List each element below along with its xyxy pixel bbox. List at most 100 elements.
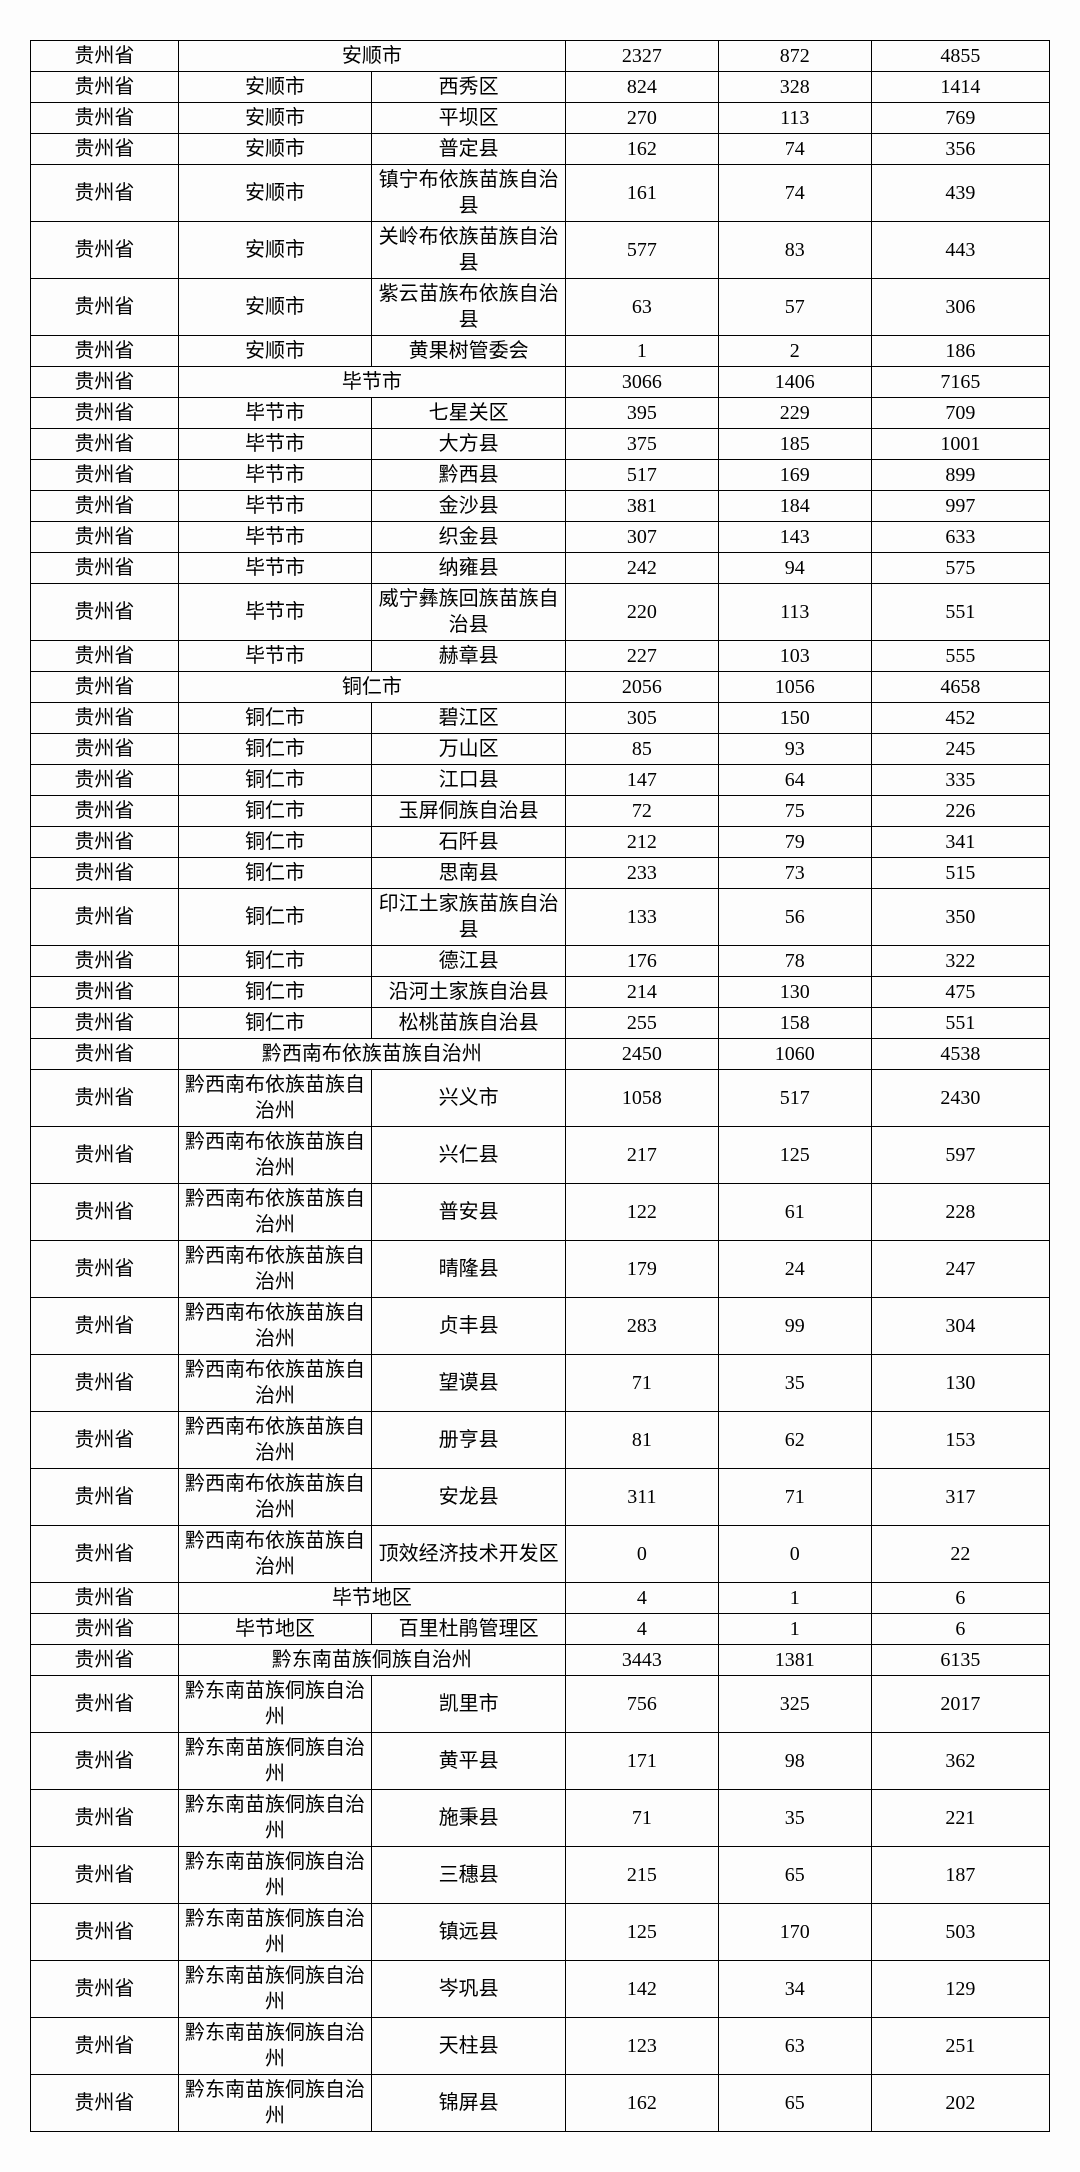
table-row: 贵州省毕节地区416 bbox=[31, 1583, 1050, 1614]
value-cell: 769 bbox=[871, 103, 1049, 134]
district-cell: 金沙县 bbox=[372, 491, 566, 522]
province-cell: 贵州省 bbox=[31, 1526, 179, 1583]
value-cell: 2017 bbox=[871, 1676, 1049, 1733]
province-cell: 贵州省 bbox=[31, 429, 179, 460]
province-cell: 贵州省 bbox=[31, 165, 179, 222]
city-cell: 黔西南布依族苗族自治州 bbox=[178, 1241, 372, 1298]
value-cell: 6 bbox=[871, 1583, 1049, 1614]
province-cell: 贵州省 bbox=[31, 72, 179, 103]
district-cell: 纳雍县 bbox=[372, 553, 566, 584]
table-row: 贵州省铜仁市石阡县21279341 bbox=[31, 827, 1050, 858]
district-cell: 镇远县 bbox=[372, 1904, 566, 1961]
value-cell: 171 bbox=[565, 1733, 718, 1790]
district-cell: 兴义市 bbox=[372, 1070, 566, 1127]
value-cell: 75 bbox=[718, 796, 871, 827]
table-row: 贵州省铜仁市碧江区305150452 bbox=[31, 703, 1050, 734]
district-cell: 黔西县 bbox=[372, 460, 566, 491]
table-row: 贵州省铜仁市205610564658 bbox=[31, 672, 1050, 703]
value-cell: 130 bbox=[718, 977, 871, 1008]
city-cell: 铜仁市 bbox=[178, 1008, 372, 1039]
value-cell: 335 bbox=[871, 765, 1049, 796]
table-row: 贵州省毕节地区百里杜鹃管理区416 bbox=[31, 1614, 1050, 1645]
city-cell: 黔东南苗族侗族自治州 bbox=[178, 1676, 372, 1733]
city-cell: 黔东南苗族侗族自治州 bbox=[178, 2018, 372, 2075]
value-cell: 215 bbox=[565, 1847, 718, 1904]
table-row: 贵州省铜仁市万山区8593245 bbox=[31, 734, 1050, 765]
value-cell: 99 bbox=[718, 1298, 871, 1355]
province-cell: 贵州省 bbox=[31, 460, 179, 491]
district-cell: 顶效经济技术开发区 bbox=[372, 1526, 566, 1583]
province-cell: 贵州省 bbox=[31, 1733, 179, 1790]
province-cell: 贵州省 bbox=[31, 858, 179, 889]
city-cell: 黔西南布依族苗族自治州 bbox=[178, 1412, 372, 1469]
value-cell: 150 bbox=[718, 703, 871, 734]
city-cell: 黔东南苗族侗族自治州 bbox=[178, 2075, 372, 2132]
province-cell: 贵州省 bbox=[31, 41, 179, 72]
table-row: 贵州省安顺市西秀区8243281414 bbox=[31, 72, 1050, 103]
city-cell: 铜仁市 bbox=[178, 858, 372, 889]
value-cell: 226 bbox=[871, 796, 1049, 827]
table-row: 贵州省黔西南布依族苗族自治州安龙县31171317 bbox=[31, 1469, 1050, 1526]
value-cell: 147 bbox=[565, 765, 718, 796]
value-cell: 94 bbox=[718, 553, 871, 584]
table-row: 贵州省黔东南苗族侗族自治州天柱县12363251 bbox=[31, 2018, 1050, 2075]
value-cell: 71 bbox=[718, 1469, 871, 1526]
city-cell: 铜仁市 bbox=[178, 796, 372, 827]
province-cell: 贵州省 bbox=[31, 1676, 179, 1733]
city-cell: 毕节市 bbox=[178, 398, 372, 429]
value-cell: 153 bbox=[871, 1412, 1049, 1469]
value-cell: 4538 bbox=[871, 1039, 1049, 1070]
table-row: 贵州省黔东南苗族侗族自治州岑巩县14234129 bbox=[31, 1961, 1050, 2018]
city-cell: 毕节市 bbox=[178, 641, 372, 672]
city-cell: 黔西南布依族苗族自治州 bbox=[178, 1469, 372, 1526]
table-row: 贵州省安顺市黄果树管委会12186 bbox=[31, 336, 1050, 367]
table-body: 贵州省安顺市23278724855贵州省安顺市西秀区8243281414贵州省安… bbox=[31, 41, 1050, 2132]
province-cell: 贵州省 bbox=[31, 1008, 179, 1039]
value-cell: 57 bbox=[718, 279, 871, 336]
value-cell: 4855 bbox=[871, 41, 1049, 72]
value-cell: 35 bbox=[718, 1355, 871, 1412]
value-cell: 65 bbox=[718, 2075, 871, 2132]
table-row: 贵州省黔西南布依族苗族自治州兴仁县217125597 bbox=[31, 1127, 1050, 1184]
district-cell: 锦屏县 bbox=[372, 2075, 566, 2132]
district-cell: 松桃苗族自治县 bbox=[372, 1008, 566, 1039]
value-cell: 247 bbox=[871, 1241, 1049, 1298]
value-cell: 162 bbox=[565, 134, 718, 165]
data-table: 贵州省安顺市23278724855贵州省安顺市西秀区8243281414贵州省安… bbox=[30, 40, 1050, 2132]
city-cell: 安顺市 bbox=[178, 134, 372, 165]
value-cell: 125 bbox=[718, 1127, 871, 1184]
province-cell: 贵州省 bbox=[31, 134, 179, 165]
value-cell: 133 bbox=[565, 889, 718, 946]
value-cell: 6 bbox=[871, 1614, 1049, 1645]
value-cell: 381 bbox=[565, 491, 718, 522]
province-cell: 贵州省 bbox=[31, 103, 179, 134]
table-row: 贵州省黔西南布依族苗族自治州顶效经济技术开发区0022 bbox=[31, 1526, 1050, 1583]
value-cell: 169 bbox=[718, 460, 871, 491]
value-cell: 123 bbox=[565, 2018, 718, 2075]
district-cell: 三穗县 bbox=[372, 1847, 566, 1904]
value-cell: 65 bbox=[718, 1847, 871, 1904]
value-cell: 130 bbox=[871, 1355, 1049, 1412]
district-cell: 天柱县 bbox=[372, 2018, 566, 2075]
value-cell: 322 bbox=[871, 946, 1049, 977]
value-cell: 161 bbox=[565, 165, 718, 222]
province-cell: 贵州省 bbox=[31, 1790, 179, 1847]
table-row: 贵州省黔东南苗族侗族自治州镇远县125170503 bbox=[31, 1904, 1050, 1961]
value-cell: 71 bbox=[565, 1790, 718, 1847]
province-cell: 贵州省 bbox=[31, 1904, 179, 1961]
city-cell: 毕节市 bbox=[178, 553, 372, 584]
value-cell: 35 bbox=[718, 1790, 871, 1847]
value-cell: 395 bbox=[565, 398, 718, 429]
district-cell: 德江县 bbox=[372, 946, 566, 977]
district-cell: 沿河土家族自治县 bbox=[372, 977, 566, 1008]
province-cell: 贵州省 bbox=[31, 1241, 179, 1298]
value-cell: 311 bbox=[565, 1469, 718, 1526]
province-cell: 贵州省 bbox=[31, 1469, 179, 1526]
table-row: 贵州省毕节市纳雍县24294575 bbox=[31, 553, 1050, 584]
value-cell: 79 bbox=[718, 827, 871, 858]
value-cell: 233 bbox=[565, 858, 718, 889]
table-row: 贵州省黔西南布依族苗族自治州贞丰县28399304 bbox=[31, 1298, 1050, 1355]
value-cell: 577 bbox=[565, 222, 718, 279]
value-cell: 1060 bbox=[718, 1039, 871, 1070]
province-cell: 贵州省 bbox=[31, 279, 179, 336]
